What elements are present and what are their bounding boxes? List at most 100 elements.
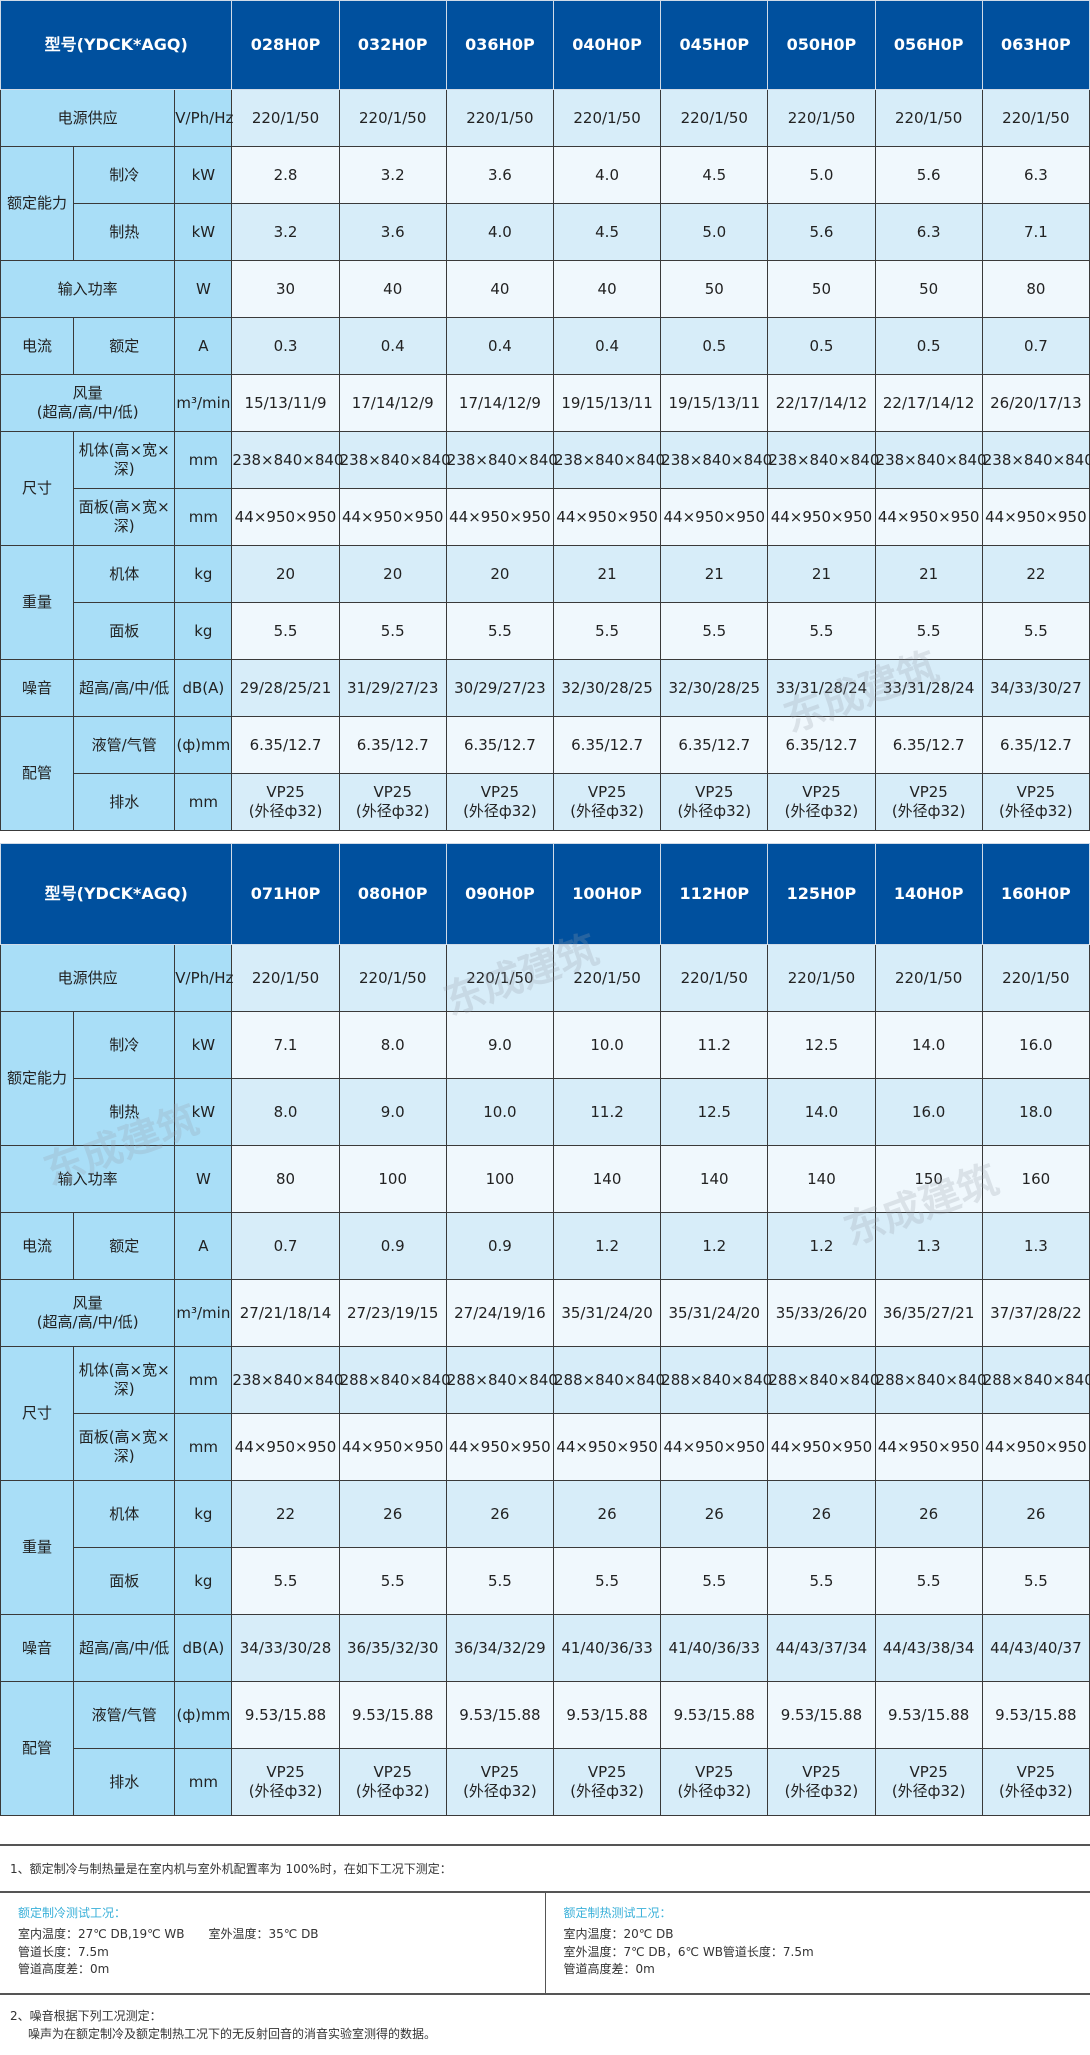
value-cell: 50 (768, 261, 875, 318)
model-header-label: 型号(YDCK*AGQ) (1, 844, 232, 945)
cooling-conditions-title: 额定制冷测试工况： (18, 1905, 527, 1922)
value-cell: 10.0 (446, 1079, 553, 1146)
value-cell: 44×950×950 (768, 1414, 875, 1481)
value-cell: 4.0 (446, 204, 553, 261)
row-sub-label: 面板(高×宽×深) (74, 489, 175, 546)
value-cell: 6.35/12.7 (232, 717, 339, 774)
value-cell: 26 (661, 1481, 768, 1548)
value-cell: 0.4 (446, 318, 553, 375)
row-group-label: 额定能力 (1, 147, 74, 261)
value-cell: 220/1/50 (446, 945, 553, 1012)
value-cell: 220/1/50 (875, 90, 982, 147)
value-cell: VP25 (外径ф32) (553, 774, 660, 831)
row-sub-label: 液管/气管 (74, 1682, 175, 1749)
value-cell: 17/14/12/9 (339, 375, 446, 432)
value-cell: 44×950×950 (446, 489, 553, 546)
row-label: 风量 (超高/高/中/低) (1, 1280, 175, 1347)
row-unit: W (175, 1146, 232, 1213)
value-cell: 21 (768, 546, 875, 603)
value-cell: 5.5 (446, 1548, 553, 1615)
value-cell: 44×950×950 (339, 1414, 446, 1481)
value-cell: 8.0 (339, 1012, 446, 1079)
value-cell: 5.5 (339, 1548, 446, 1615)
value-cell: 37/37/28/22 (982, 1280, 1089, 1347)
value-cell: 20 (446, 546, 553, 603)
row-sub-label: 排水 (74, 774, 175, 831)
value-cell: 1.2 (553, 1213, 660, 1280)
value-cell: 220/1/50 (661, 90, 768, 147)
model-header: 032H0P (339, 1, 446, 90)
value-cell: 9.0 (339, 1079, 446, 1146)
value-cell: 44/43/37/34 (768, 1615, 875, 1682)
model-header: 125H0P (768, 844, 875, 945)
row-label: 输入功率 (1, 1146, 175, 1213)
value-cell: 27/24/19/16 (446, 1280, 553, 1347)
value-cell: 50 (661, 261, 768, 318)
row-unit: dB(A) (175, 1615, 232, 1682)
value-cell: 5.0 (661, 204, 768, 261)
value-cell: 36/35/27/21 (875, 1280, 982, 1347)
value-cell: 33/31/28/24 (768, 660, 875, 717)
value-cell: 40 (339, 261, 446, 318)
value-cell: 44×950×950 (553, 1414, 660, 1481)
value-cell: 27/21/18/14 (232, 1280, 339, 1347)
row-unit: V/Ph/Hz (175, 945, 232, 1012)
row-unit: mm (175, 1749, 232, 1816)
model-header: 112H0P (661, 844, 768, 945)
row-sub-label: 机体 (74, 546, 175, 603)
value-cell: 5.6 (768, 204, 875, 261)
value-cell: 41/40/36/33 (661, 1615, 768, 1682)
value-cell: 5.5 (232, 603, 339, 660)
row-unit: kg (175, 1481, 232, 1548)
value-cell: 22/17/14/12 (875, 375, 982, 432)
row-unit: dB(A) (175, 660, 232, 717)
model-header: 045H0P (661, 1, 768, 90)
row-group-label: 电流 (1, 1213, 74, 1280)
value-cell: 6.35/12.7 (982, 717, 1089, 774)
value-cell: 20 (232, 546, 339, 603)
value-cell: 0.7 (232, 1213, 339, 1280)
value-cell: 5.5 (661, 1548, 768, 1615)
row-unit: (ф)mm (175, 1682, 232, 1749)
model-header: 160H0P (982, 844, 1089, 945)
row-unit: A (175, 318, 232, 375)
model-header-label: 型号(YDCK*AGQ) (1, 1, 232, 90)
value-cell: 288×840×840 (661, 1347, 768, 1414)
value-cell: 12.5 (661, 1079, 768, 1146)
row-unit: kg (175, 1548, 232, 1615)
value-cell: 6.35/12.7 (553, 717, 660, 774)
model-header: 036H0P (446, 1, 553, 90)
value-cell: 9.53/15.88 (553, 1682, 660, 1749)
value-cell: 238×840×840 (661, 432, 768, 489)
value-cell: 9.53/15.88 (875, 1682, 982, 1749)
value-cell: 6.3 (875, 204, 982, 261)
value-cell: 140 (553, 1146, 660, 1213)
value-cell: 5.0 (768, 147, 875, 204)
value-cell: 220/1/50 (446, 90, 553, 147)
value-cell: 150 (875, 1146, 982, 1213)
value-cell: 8.0 (232, 1079, 339, 1146)
value-cell: 288×840×840 (446, 1347, 553, 1414)
condition-line: 管道高度差：0m (564, 1961, 1073, 1978)
value-cell: 5.5 (982, 1548, 1089, 1615)
value-cell: 288×840×840 (768, 1347, 875, 1414)
value-cell: 44×950×950 (446, 1414, 553, 1481)
value-cell: 220/1/50 (661, 945, 768, 1012)
row-sub-label: 机体 (74, 1481, 175, 1548)
model-header: 100H0P (553, 844, 660, 945)
value-cell: VP25 (外径ф32) (982, 774, 1089, 831)
value-cell: 35/31/24/20 (553, 1280, 660, 1347)
value-cell: 5.5 (875, 1548, 982, 1615)
row-unit: m³/min (175, 375, 232, 432)
value-cell: 7.1 (982, 204, 1089, 261)
